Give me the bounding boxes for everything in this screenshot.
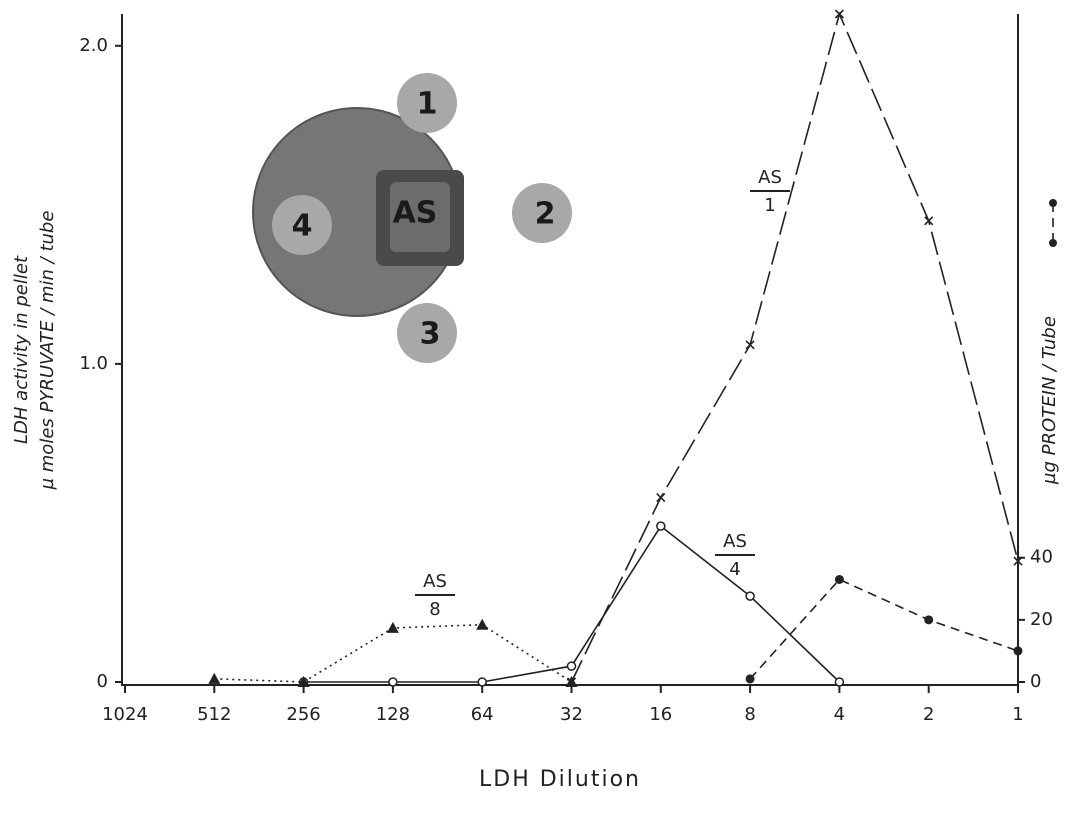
well	[272, 195, 332, 255]
marker	[656, 521, 666, 531]
x-tick-label: 16	[649, 704, 672, 725]
marker	[834, 574, 844, 584]
x-tick-label: 1	[1012, 704, 1023, 725]
y-axis-title: µ moles PYRUVATE / min / tube	[37, 211, 58, 491]
marker	[924, 615, 934, 625]
marker	[745, 340, 755, 350]
series-line	[570, 11, 1019, 683]
marker	[745, 674, 755, 684]
well	[397, 73, 457, 133]
y-tick-label: 2.0	[79, 35, 108, 56]
marker	[297, 676, 310, 687]
series-label: AS	[723, 531, 747, 552]
x-axis-title: LDH Dilution	[479, 767, 641, 792]
series-label: 4	[729, 559, 740, 580]
x-tick-label: 1024	[102, 704, 148, 725]
marker	[745, 591, 755, 601]
inset-label: AS	[393, 196, 438, 231]
series-line	[749, 578, 1019, 680]
inset-label: 3	[420, 317, 441, 352]
legend-marker	[1049, 239, 1057, 247]
y2-tick-label: 40	[1030, 547, 1053, 568]
x-tick-label: 128	[376, 704, 410, 725]
x-tick-label: 512	[197, 704, 231, 725]
y2-axis-title: µg PROTEIN / Tube	[1039, 316, 1060, 485]
well	[512, 183, 572, 243]
y-axis-title: LDH activity in pellet	[11, 255, 32, 444]
marker	[1013, 556, 1023, 566]
inset-label: 1	[417, 87, 438, 122]
marker	[1013, 646, 1023, 656]
well-as-inner	[390, 182, 450, 252]
x-tick-label: 4	[834, 704, 845, 725]
well	[397, 303, 457, 363]
x-tick-label: 8	[744, 704, 755, 725]
series-label: AS	[758, 167, 782, 188]
marker	[386, 621, 399, 633]
x-tick-label: 2	[923, 704, 934, 725]
series-label: 8	[429, 599, 440, 620]
y2-tick-label: 20	[1030, 609, 1053, 630]
series-label: AS	[423, 571, 447, 592]
marker	[834, 9, 844, 19]
x-tick-label: 64	[471, 704, 494, 725]
y-tick-label: 0	[97, 671, 108, 692]
marker	[477, 677, 487, 687]
marker	[656, 492, 666, 503]
marker	[566, 661, 577, 671]
series-line	[303, 524, 840, 683]
marker	[834, 677, 845, 687]
inset-label: 2	[535, 197, 556, 232]
y-tick-label: 1.0	[79, 353, 108, 374]
marker	[924, 216, 934, 226]
marker	[208, 672, 221, 684]
legend-marker	[1049, 199, 1057, 207]
marker	[565, 676, 578, 687]
series-line	[214, 623, 572, 683]
x-tick-label: 256	[286, 704, 320, 725]
series-label: 1	[764, 195, 775, 216]
inset-photo: 1 2 3 4 AS	[252, 73, 572, 363]
y2-tick-label: 0	[1030, 671, 1041, 692]
marker	[388, 677, 398, 687]
marker	[476, 618, 489, 630]
x-tick-label: 32	[560, 704, 583, 725]
inset-label: 4	[292, 209, 313, 244]
